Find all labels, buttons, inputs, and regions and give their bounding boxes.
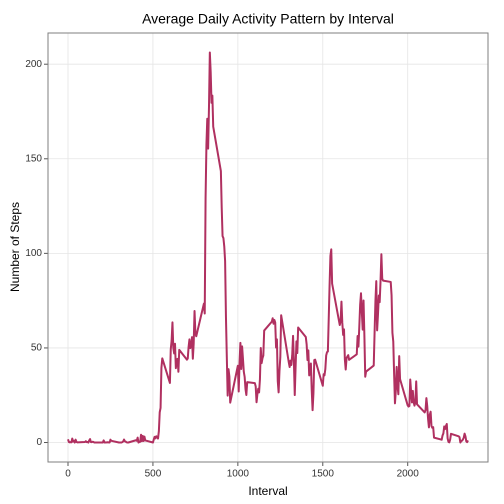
x-tick-label: 1500 [312, 469, 335, 480]
y-tick-label: 50 [31, 343, 43, 354]
y-tick-label: 100 [25, 248, 42, 259]
y-tick-label: 200 [25, 59, 42, 70]
chart-title: Average Daily Activity Pattern by Interv… [142, 11, 394, 27]
x-tick-label: 0 [65, 469, 71, 480]
x-axis-title: Interval [248, 484, 287, 498]
y-tick-label: 150 [25, 153, 42, 164]
panel-border [47, 32, 489, 463]
data-line [67, 51, 469, 444]
x-tick-label: 1000 [227, 469, 250, 480]
y-tick-label: 0 [36, 437, 42, 448]
x-tick-label: 500 [145, 469, 162, 480]
x-tick-label: 2000 [397, 469, 420, 480]
y-axis-title: Number of Steps [8, 202, 22, 292]
